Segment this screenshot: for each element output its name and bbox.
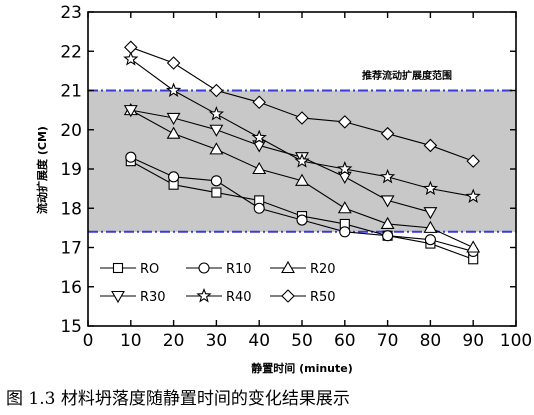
line-chart: 0 10 20 30 40 50 60 70 80 90 100 15 16 17 18 19 20 21 22 23… bbox=[35, 3, 532, 375]
legend-marker-r10 bbox=[198, 262, 210, 274]
y-tick-label: 18 bbox=[60, 199, 82, 219]
legend-marker-r40 bbox=[196, 287, 212, 303]
legend-label-r40: R40 bbox=[226, 290, 252, 305]
y-tick-label: 19 bbox=[60, 160, 82, 180]
data-point-r40 bbox=[379, 168, 396, 184]
data-point-r50 bbox=[209, 83, 224, 98]
data-point-r10 bbox=[382, 230, 394, 242]
legend-label-ro: RO bbox=[140, 262, 159, 277]
y-tick-label: 22 bbox=[60, 42, 82, 62]
data-point-r40 bbox=[294, 153, 310, 168]
y-tick-label: 15 bbox=[60, 317, 82, 337]
y-tick-label: 23 bbox=[60, 3, 82, 23]
x-tick-label: 50 bbox=[291, 331, 313, 351]
data-point-r40 bbox=[337, 160, 353, 176]
data-point-r30 bbox=[123, 105, 138, 118]
data-point-r20 bbox=[466, 240, 481, 253]
x-tick-label: 0 bbox=[83, 331, 94, 351]
data-point-r50 bbox=[466, 154, 480, 168]
legend-marker-r50 bbox=[281, 289, 295, 303]
legend-marker-r30 bbox=[111, 290, 125, 304]
data-point-r10 bbox=[296, 214, 308, 226]
series-r50 bbox=[124, 40, 480, 168]
legend-marker-r20 bbox=[281, 260, 295, 274]
y-tick-label: 21 bbox=[60, 82, 82, 102]
data-point-r20 bbox=[423, 220, 438, 233]
legend-label-r10: R10 bbox=[226, 262, 252, 277]
series-line-r30 bbox=[130, 109, 431, 213]
data-point-r10 bbox=[424, 234, 436, 246]
x-tick-label: 40 bbox=[248, 331, 270, 351]
data-point-r40 bbox=[123, 51, 139, 66]
y-axis-title: 流动扩展度 (CM) bbox=[35, 126, 49, 214]
x-tick-label: 90 bbox=[462, 331, 484, 351]
data-point-r20 bbox=[252, 161, 267, 175]
data-point-r40 bbox=[165, 82, 182, 97]
y-tick-label: 20 bbox=[60, 121, 82, 141]
legend-marker-ro bbox=[112, 262, 124, 274]
axes: 0 10 20 30 40 50 60 70 80 90 100 15 16 17 18 19 20 21 22 23 bbox=[60, 3, 532, 351]
series-r40 bbox=[123, 51, 481, 203]
data-point-r20 bbox=[380, 216, 395, 229]
data-point-r20 bbox=[295, 173, 309, 186]
data-point-r10 bbox=[253, 202, 265, 214]
data-point-r10 bbox=[168, 171, 180, 183]
data-point-r50 bbox=[423, 138, 438, 153]
series-layer bbox=[123, 40, 481, 265]
x-axis-title: 静置时间 (minute) bbox=[251, 361, 353, 375]
legend-item-r30: R30 bbox=[100, 290, 166, 305]
data-point-r40 bbox=[465, 188, 481, 203]
data-point-r10 bbox=[125, 151, 137, 163]
series-r30 bbox=[123, 105, 438, 220]
legend-item-r10: R10 bbox=[186, 262, 252, 277]
legend: RO R10 R20 R30 R40 R50 bbox=[100, 260, 336, 305]
data-point-r20 bbox=[337, 201, 352, 214]
data-point-r20 bbox=[209, 142, 224, 155]
band-label: 推荐流动扩展度范围 bbox=[362, 69, 452, 82]
x-tick-label: 80 bbox=[420, 331, 442, 351]
data-point-r50 bbox=[166, 56, 181, 70]
legend-item-r50: R50 bbox=[270, 289, 336, 305]
legend-item-r20: R20 bbox=[270, 260, 336, 277]
legend-item-r40: R40 bbox=[186, 287, 252, 305]
x-tick-label: 70 bbox=[377, 331, 399, 351]
data-point-r50 bbox=[380, 126, 395, 141]
data-point-r30 bbox=[380, 195, 395, 208]
data-point-r50 bbox=[295, 111, 309, 125]
data-point-r20 bbox=[166, 126, 181, 139]
legend-label-r50: R50 bbox=[310, 290, 336, 305]
data-point-ro bbox=[211, 187, 222, 198]
y-tick-label: 16 bbox=[60, 278, 82, 298]
x-tick-label: 10 bbox=[120, 331, 142, 351]
legend-label-r20: R20 bbox=[310, 262, 336, 277]
data-point-r40 bbox=[208, 106, 225, 121]
data-point-r40 bbox=[422, 180, 439, 196]
x-tick-label: 60 bbox=[334, 331, 356, 351]
data-point-r50 bbox=[252, 95, 266, 110]
data-point-r10 bbox=[210, 175, 222, 187]
x-tick-label: 30 bbox=[206, 331, 228, 351]
data-point-r30 bbox=[423, 207, 438, 220]
legend-item-ro: RO bbox=[100, 262, 159, 277]
data-point-r30 bbox=[209, 124, 224, 137]
legend-label-r30: R30 bbox=[140, 290, 166, 305]
x-tick-label: 20 bbox=[163, 331, 185, 351]
figure-caption: 图 1.3 材料坍落度随静置时间的变化结果展示 bbox=[6, 389, 350, 409]
data-point-r30 bbox=[166, 112, 181, 126]
data-point-r40 bbox=[251, 129, 267, 145]
data-point-r50 bbox=[124, 40, 138, 55]
x-tick-label: 100 bbox=[500, 331, 532, 351]
data-point-r50 bbox=[338, 115, 352, 129]
data-point-r10 bbox=[339, 226, 351, 238]
y-tick-label: 17 bbox=[60, 239, 82, 259]
